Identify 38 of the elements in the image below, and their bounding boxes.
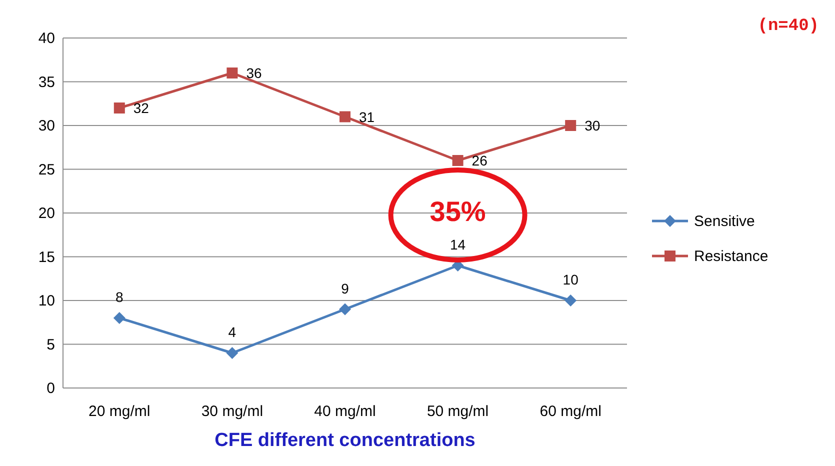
y-tick-label: 20	[38, 205, 55, 222]
data-label: 8	[116, 289, 124, 305]
point	[452, 155, 464, 166]
annotation: 35%	[430, 196, 486, 227]
point	[113, 312, 126, 324]
y-tick-label: 5	[46, 336, 55, 354]
x-tick-label: 30 mg/ml	[201, 403, 264, 420]
data-label: 32	[133, 100, 150, 116]
legend-label: Sensitive	[694, 213, 755, 230]
text: (n=40)	[758, 17, 819, 36]
x-tick-label: 50 mg/ml	[426, 403, 489, 420]
point	[226, 347, 238, 359]
point	[340, 111, 350, 122]
y-tick-label: 30	[38, 118, 55, 134]
x-tick-label: 60 mg/ml	[540, 403, 602, 420]
point	[339, 303, 351, 316]
y-tick-label: 15	[38, 248, 55, 266]
data-label: 30	[584, 118, 600, 134]
data-label: 10	[562, 272, 579, 288]
y-tick-label: 35	[38, 74, 55, 91]
x-tick-label: 40 mg/ml	[314, 403, 376, 420]
data-label: 9	[341, 280, 350, 296]
data-label: 26	[472, 152, 488, 168]
y-tick-label: 0	[46, 380, 55, 397]
x-tick-label: 20 mg/ml	[88, 403, 150, 420]
data-label: 4	[228, 324, 236, 340]
legend-label: Resistance	[694, 248, 768, 265]
data-label: 31	[359, 108, 375, 125]
point	[226, 68, 238, 78]
y-tick-label: 40	[38, 30, 55, 47]
x-axis-title: CFE different concentrations	[214, 430, 476, 451]
y-tick-label: 10	[38, 292, 55, 310]
data-label: 36	[246, 65, 262, 81]
y-tick-label: 25	[38, 161, 55, 178]
point	[114, 102, 125, 114]
point	[565, 120, 576, 131]
point	[564, 294, 577, 306]
data-label: 14	[450, 236, 466, 252]
